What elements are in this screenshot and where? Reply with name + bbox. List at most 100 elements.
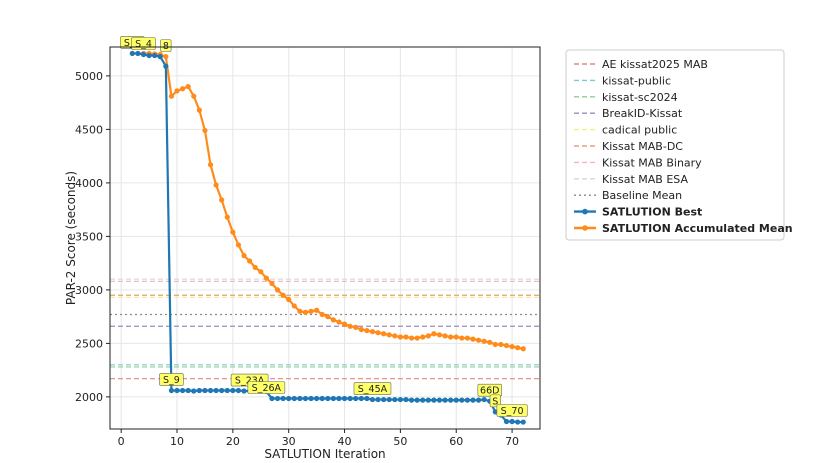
legend: AE kissat2025 MAB kissat-public kissat-sc2… [565,49,793,241]
annotation-label: S [489,394,501,407]
y-tick-label: 4500 [75,123,103,136]
x-tick-label: 0 [118,435,125,448]
data-point [319,311,325,318]
data-point [235,242,242,248]
data-point [319,395,325,402]
data-point [297,395,303,402]
data-point [442,333,448,339]
data-point [269,280,275,287]
x-tick-label: 40 [338,435,352,448]
data-point [247,258,253,264]
y-tick-label: 2500 [75,337,103,350]
legend-label: Kissat MAB ESA [602,173,688,186]
legend-label: kissat-public [602,74,671,87]
data-point [453,334,459,340]
x-axis-ticks: 0 10 20 30 40 50 60 70 [118,429,519,448]
data-point [515,345,521,351]
y-axis-ticks: 2000 2500 3000 3500 4000 4500 5000 [75,70,110,404]
data-point [403,334,409,340]
y-axis-label: PAR-2 Score (seconds) [64,171,78,305]
data-point [291,395,297,402]
data-point [140,51,147,58]
legend-label: SATLUTION Accumulated Mean [602,222,793,235]
data-point [179,86,186,92]
data-point [135,50,141,57]
annotation-text: S_4 [135,39,152,50]
annotation-label: S_9 [159,373,184,386]
data-point [369,396,376,403]
data-point [330,395,336,402]
data-point [168,93,175,99]
legend-label: Kissat MAB Binary [602,156,702,169]
data-point [459,335,465,341]
data-point [129,50,135,57]
annotation-box [160,39,172,52]
data-point [392,333,398,339]
data-point [481,396,487,403]
annotation-text: S_23A [235,376,265,387]
data-point [414,397,420,403]
data-point [403,396,409,403]
data-point [314,395,320,402]
data-point [509,344,515,350]
legend-label: AE kissat2025 MAB [602,58,708,71]
data-point [492,341,498,348]
data-point [196,107,202,113]
legend-label: SATLUTION Best [602,206,702,219]
data-point [425,397,431,403]
x-tick-label: 20 [226,435,240,448]
series-satlution-accumulated-mean [129,50,526,352]
annotation-text: S_9 [163,375,180,386]
data-point [241,253,247,259]
annotation-text: 66D [480,386,499,397]
data-point [213,387,219,394]
data-point [503,342,510,349]
data-point [515,419,521,425]
annotation-label: S_4 [131,37,156,50]
data-point [163,63,169,69]
data-point [230,387,236,394]
data-point [286,395,292,402]
data-point [381,396,387,403]
data-point [364,395,370,402]
data-point [202,387,208,394]
data-point [347,395,353,402]
legend-label: BreakID-Kissat [602,107,683,120]
data-point [470,397,476,403]
series-layer [129,50,526,425]
data-point [386,332,392,338]
data-point [459,397,465,403]
data-point [425,333,431,339]
x-tick-label: 30 [282,435,296,448]
annotation-text: S [492,396,498,407]
legend-label: Kissat MAB-DC [602,140,683,153]
y-tick-label: 2000 [75,391,103,404]
data-point [280,292,286,298]
data-point [341,321,348,327]
data-point [470,336,476,342]
data-point [157,54,163,60]
data-point [475,397,482,403]
y-tick-label: 5000 [75,70,103,83]
data-point [448,397,454,403]
data-point [263,275,269,281]
series-line [132,52,524,350]
data-point [291,303,297,309]
data-point [241,388,247,394]
data-point [341,395,348,402]
data-point [325,314,331,320]
data-point [520,419,526,425]
data-point [353,324,359,330]
x-tick-label: 50 [393,435,407,448]
data-point [509,418,515,425]
data-point [436,332,443,338]
data-point [191,93,197,99]
annotation-label: 8 [160,39,172,52]
data-point [436,397,443,403]
data-point [207,387,214,394]
data-point [364,327,370,334]
data-point [308,308,314,314]
data-point [191,388,197,394]
data-point [353,395,359,402]
